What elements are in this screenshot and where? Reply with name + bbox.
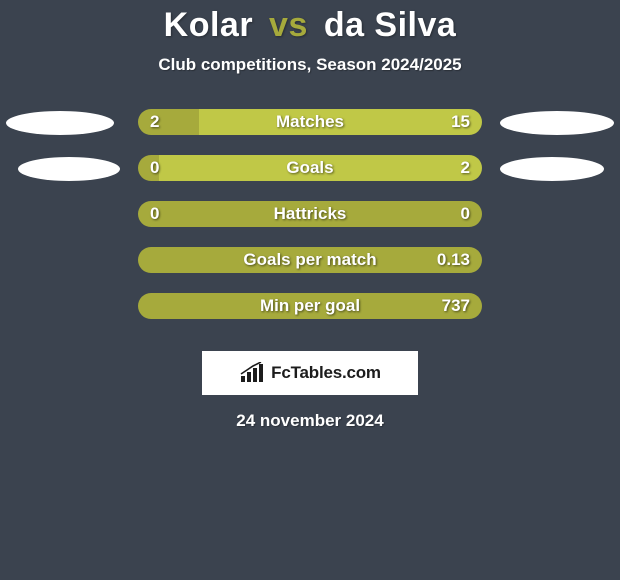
- stat-label: Min per goal: [138, 293, 482, 319]
- stat-bar: Min per goal737: [138, 293, 482, 319]
- player1-avatar: [18, 157, 120, 181]
- stat-row: Goals per match0.13: [0, 247, 620, 293]
- stat-row: Matches2 15: [0, 109, 620, 155]
- fctables-logo[interactable]: FcTables.com: [202, 351, 418, 395]
- stat-label: Hattricks: [138, 201, 482, 227]
- stat-row: Min per goal737: [0, 293, 620, 339]
- stat-bar: Goals0 2: [138, 155, 482, 181]
- player2-avatar: [500, 157, 604, 181]
- stat-label: Goals: [138, 155, 482, 181]
- stat-left-value: 2: [150, 109, 159, 135]
- player1-avatar: [6, 111, 114, 135]
- stat-right-value: 2: [461, 155, 470, 181]
- bar-chart-icon: [239, 362, 265, 384]
- stat-row: Hattricks0 0: [0, 201, 620, 247]
- title-vs: vs: [269, 6, 308, 44]
- stat-right-value: 0.13: [437, 247, 470, 273]
- stat-bar: Matches2 15: [138, 109, 482, 135]
- logo-text: FcTables.com: [271, 363, 381, 383]
- stat-row: Goals0 2: [0, 155, 620, 201]
- stat-right-value: 737: [442, 293, 470, 319]
- stat-label: Matches: [138, 109, 482, 135]
- stat-bar: Hattricks0 0: [138, 201, 482, 227]
- stat-label: Goals per match: [138, 247, 482, 273]
- stats-rows: Matches215Goals02Hattricks00Goals per ma…: [0, 109, 620, 339]
- player2-name: da Silva: [324, 6, 457, 44]
- stat-left-value: 0: [150, 155, 159, 181]
- subtitle: Club competitions, Season 2024/2025: [0, 55, 620, 75]
- comparison-title: Kolar vs da Silva: [0, 6, 620, 45]
- stat-right-value: 0: [461, 201, 470, 227]
- player1-name: Kolar: [164, 6, 253, 44]
- stat-left-value: 0: [150, 201, 159, 227]
- snapshot-date: 24 november 2024: [0, 411, 620, 431]
- stat-right-value: 15: [451, 109, 470, 135]
- stat-bar: Goals per match0.13: [138, 247, 482, 273]
- player2-avatar: [500, 111, 614, 135]
